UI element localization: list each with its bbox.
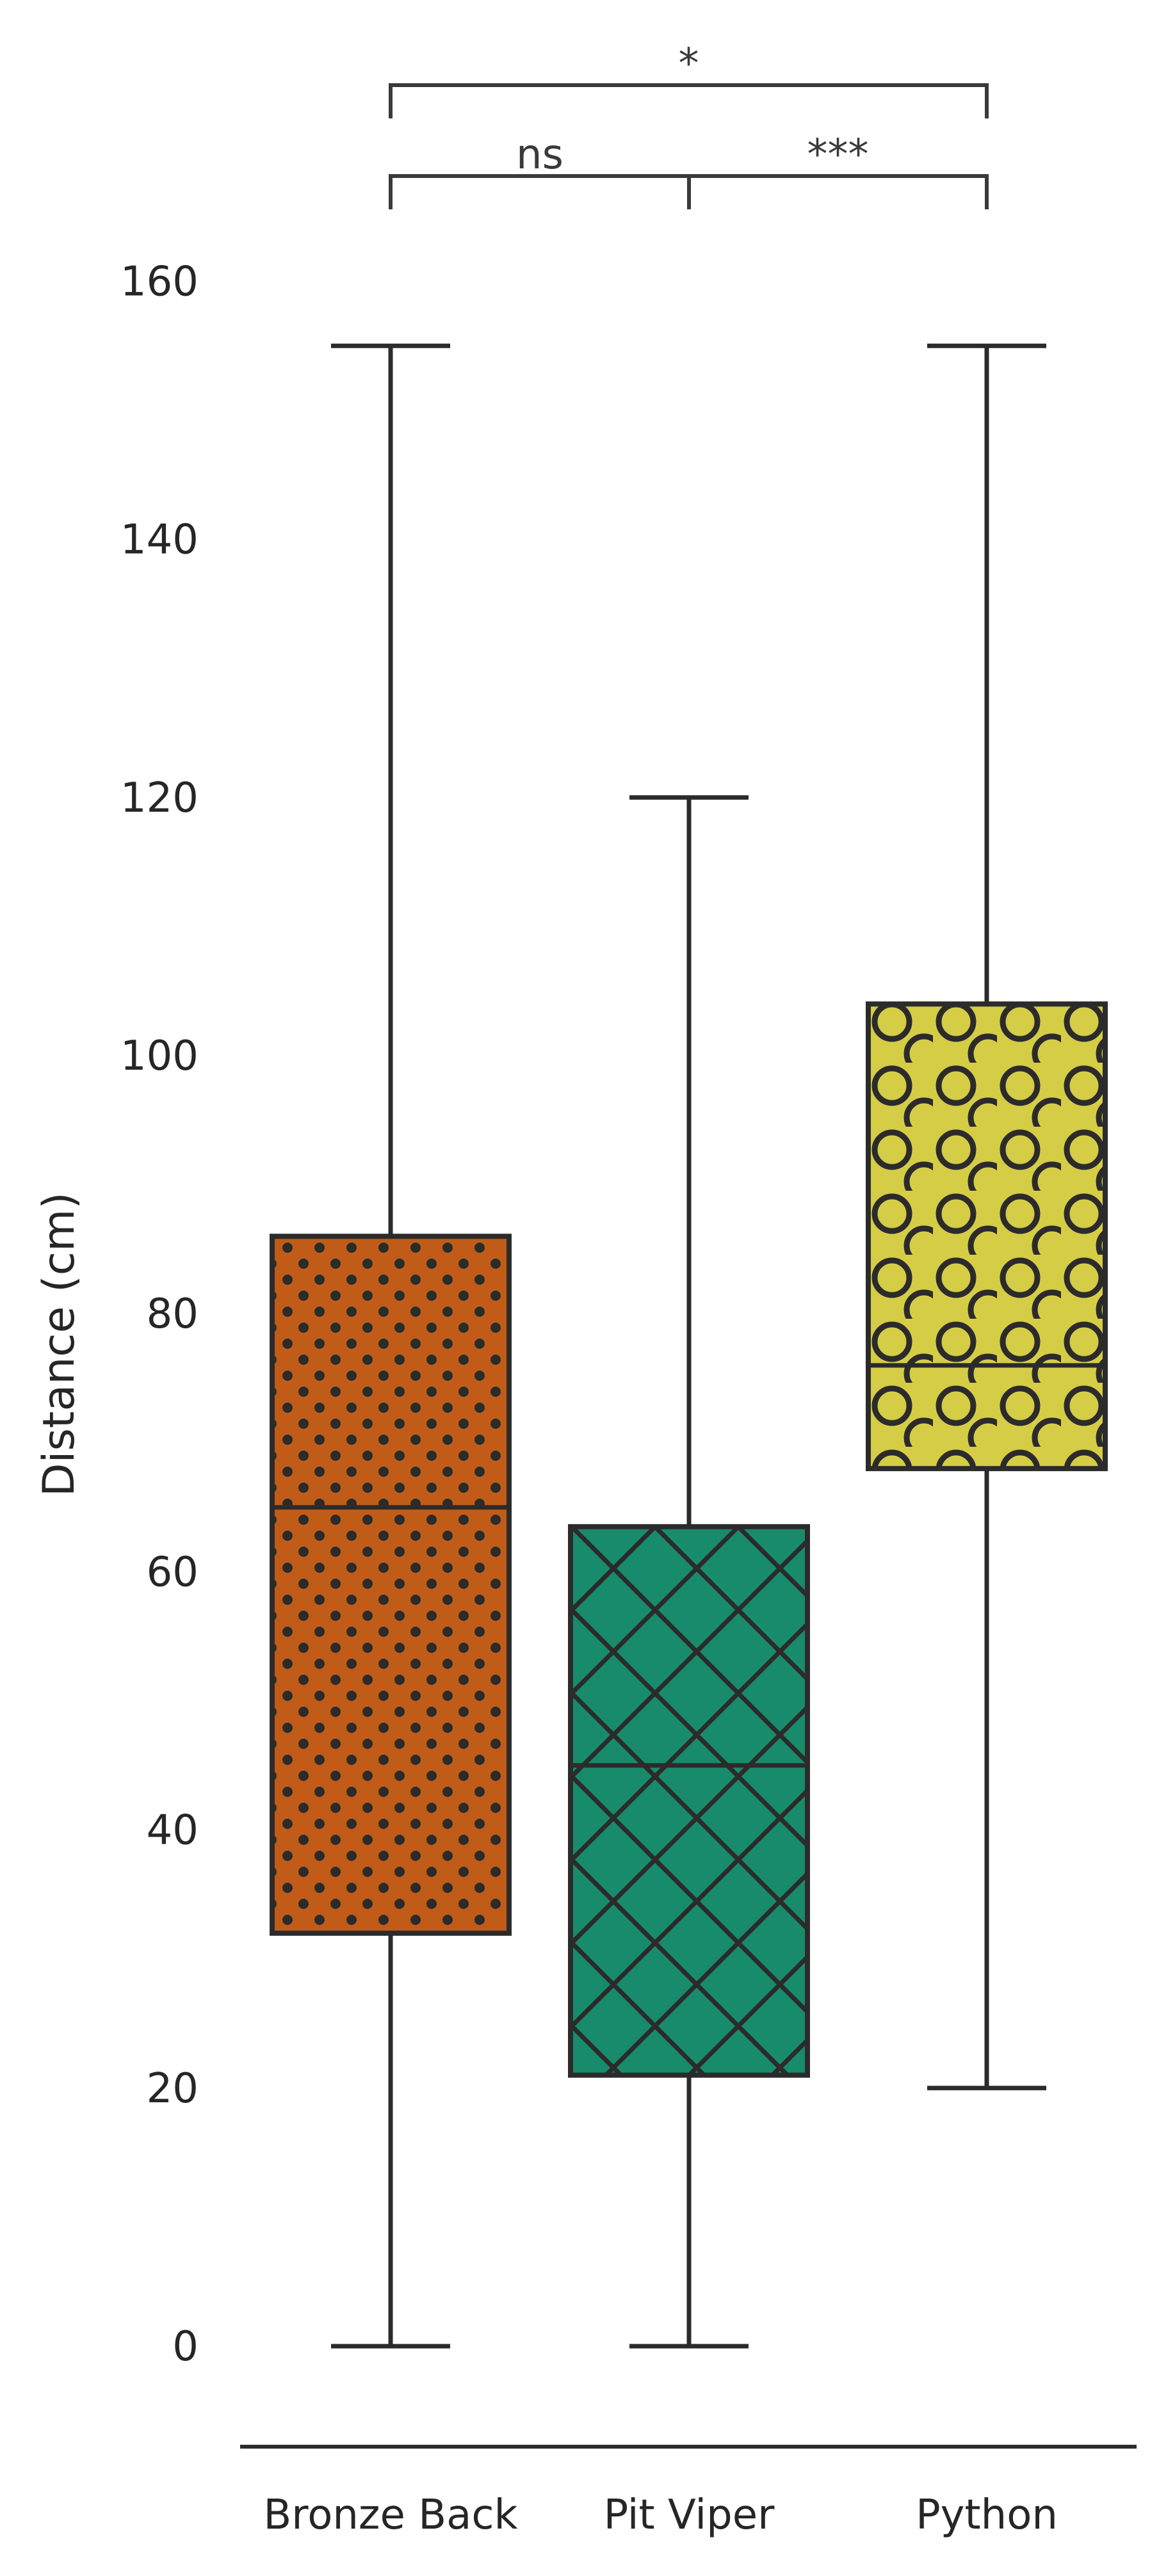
box-hatch	[272, 1236, 509, 1933]
x-category-label: Bronze Back	[263, 2491, 517, 2539]
significance-annotations: ns ****	[389, 40, 989, 209]
box-outline	[270, 1234, 512, 1936]
y-axis-ticks: 0 20 40 60 80 100 120 140 160	[120, 258, 199, 2371]
significance-bracket: ns	[389, 131, 691, 209]
x-category-label: Pit Viper	[604, 2491, 775, 2539]
box-outline	[866, 1001, 1108, 1472]
x-category-label: Python	[916, 2491, 1058, 2539]
y-tick-label: 120	[120, 775, 199, 822]
y-tick-label: 0	[172, 2323, 199, 2371]
x-axis-labels: Bronze Back Pit Viper Python	[263, 2491, 1058, 2539]
box-outline	[568, 1524, 810, 2078]
significance-label: *	[679, 40, 699, 88]
box-hatch	[571, 1526, 807, 2075]
y-tick-label: 160	[120, 258, 199, 305]
y-tick-label: 40	[147, 1807, 199, 1855]
y-axis-label: Distance (cm)	[34, 1192, 85, 1497]
significance-label: ns	[516, 131, 563, 179]
y-tick-label: 60	[147, 1549, 199, 1596]
significance-bracket: ***	[687, 131, 989, 209]
significance-bracket: *	[389, 40, 989, 118]
box-1	[270, 343, 512, 2349]
y-tick-label: 80	[147, 1291, 199, 1338]
box-hatch	[868, 1004, 1105, 1469]
y-tick-label: 20	[147, 2065, 199, 2113]
bracket-line	[389, 174, 691, 209]
bracket-line	[389, 83, 989, 118]
boxes	[270, 343, 1108, 2349]
y-tick-label: 100	[120, 1033, 199, 1080]
box-2	[568, 795, 810, 2349]
significance-label: ***	[807, 131, 869, 179]
bracket-line	[687, 174, 989, 209]
y-tick-label: 140	[120, 517, 199, 564]
box-3	[866, 343, 1108, 2091]
